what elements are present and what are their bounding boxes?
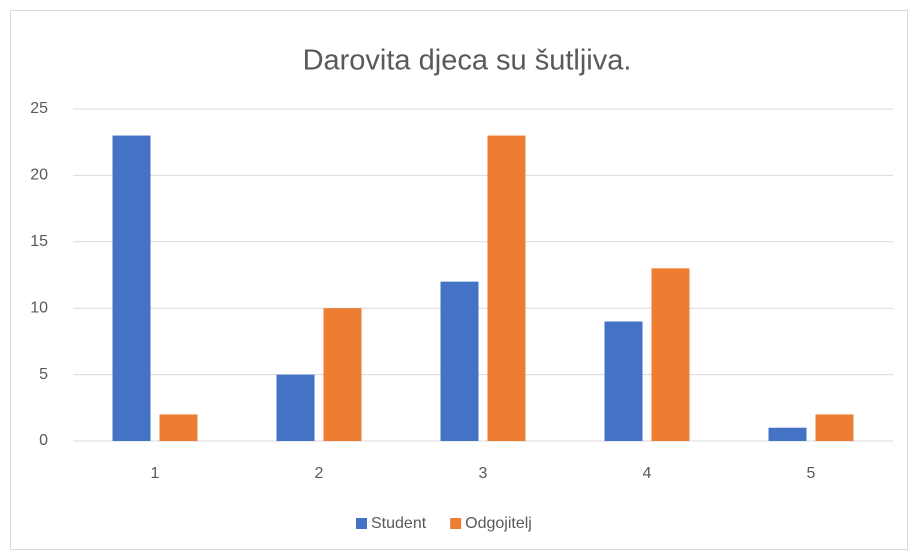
y-tick-label: 15: [30, 233, 48, 250]
legend-swatch: [450, 518, 462, 529]
bar: [159, 414, 198, 441]
bar: [604, 321, 643, 441]
legend-swatch: [356, 518, 367, 529]
bar: [487, 135, 526, 441]
x-tick-label: 4: [643, 465, 652, 482]
bar: [112, 135, 151, 441]
x-tick-label: 2: [315, 465, 324, 482]
x-tick-label: 1: [151, 465, 160, 482]
y-tick-label: 0: [39, 432, 48, 449]
legend-label: Student: [371, 515, 427, 532]
y-tick-label: 20: [30, 167, 48, 184]
bar: [276, 374, 315, 441]
x-tick-label: 5: [807, 465, 816, 482]
bar: [323, 308, 362, 441]
bar: [815, 414, 854, 441]
bar: [440, 281, 479, 441]
chart-border: [10, 10, 908, 550]
y-tick-label: 10: [30, 299, 48, 316]
chart-title: Darovita djeca su šutljiva.: [303, 45, 632, 77]
y-tick-label: 5: [39, 366, 48, 383]
legend-label: Odgojitelj: [465, 515, 532, 532]
y-tick-label: 25: [30, 100, 48, 117]
x-tick-label: 3: [479, 465, 488, 482]
bar: [768, 427, 807, 441]
bar: [651, 268, 690, 441]
